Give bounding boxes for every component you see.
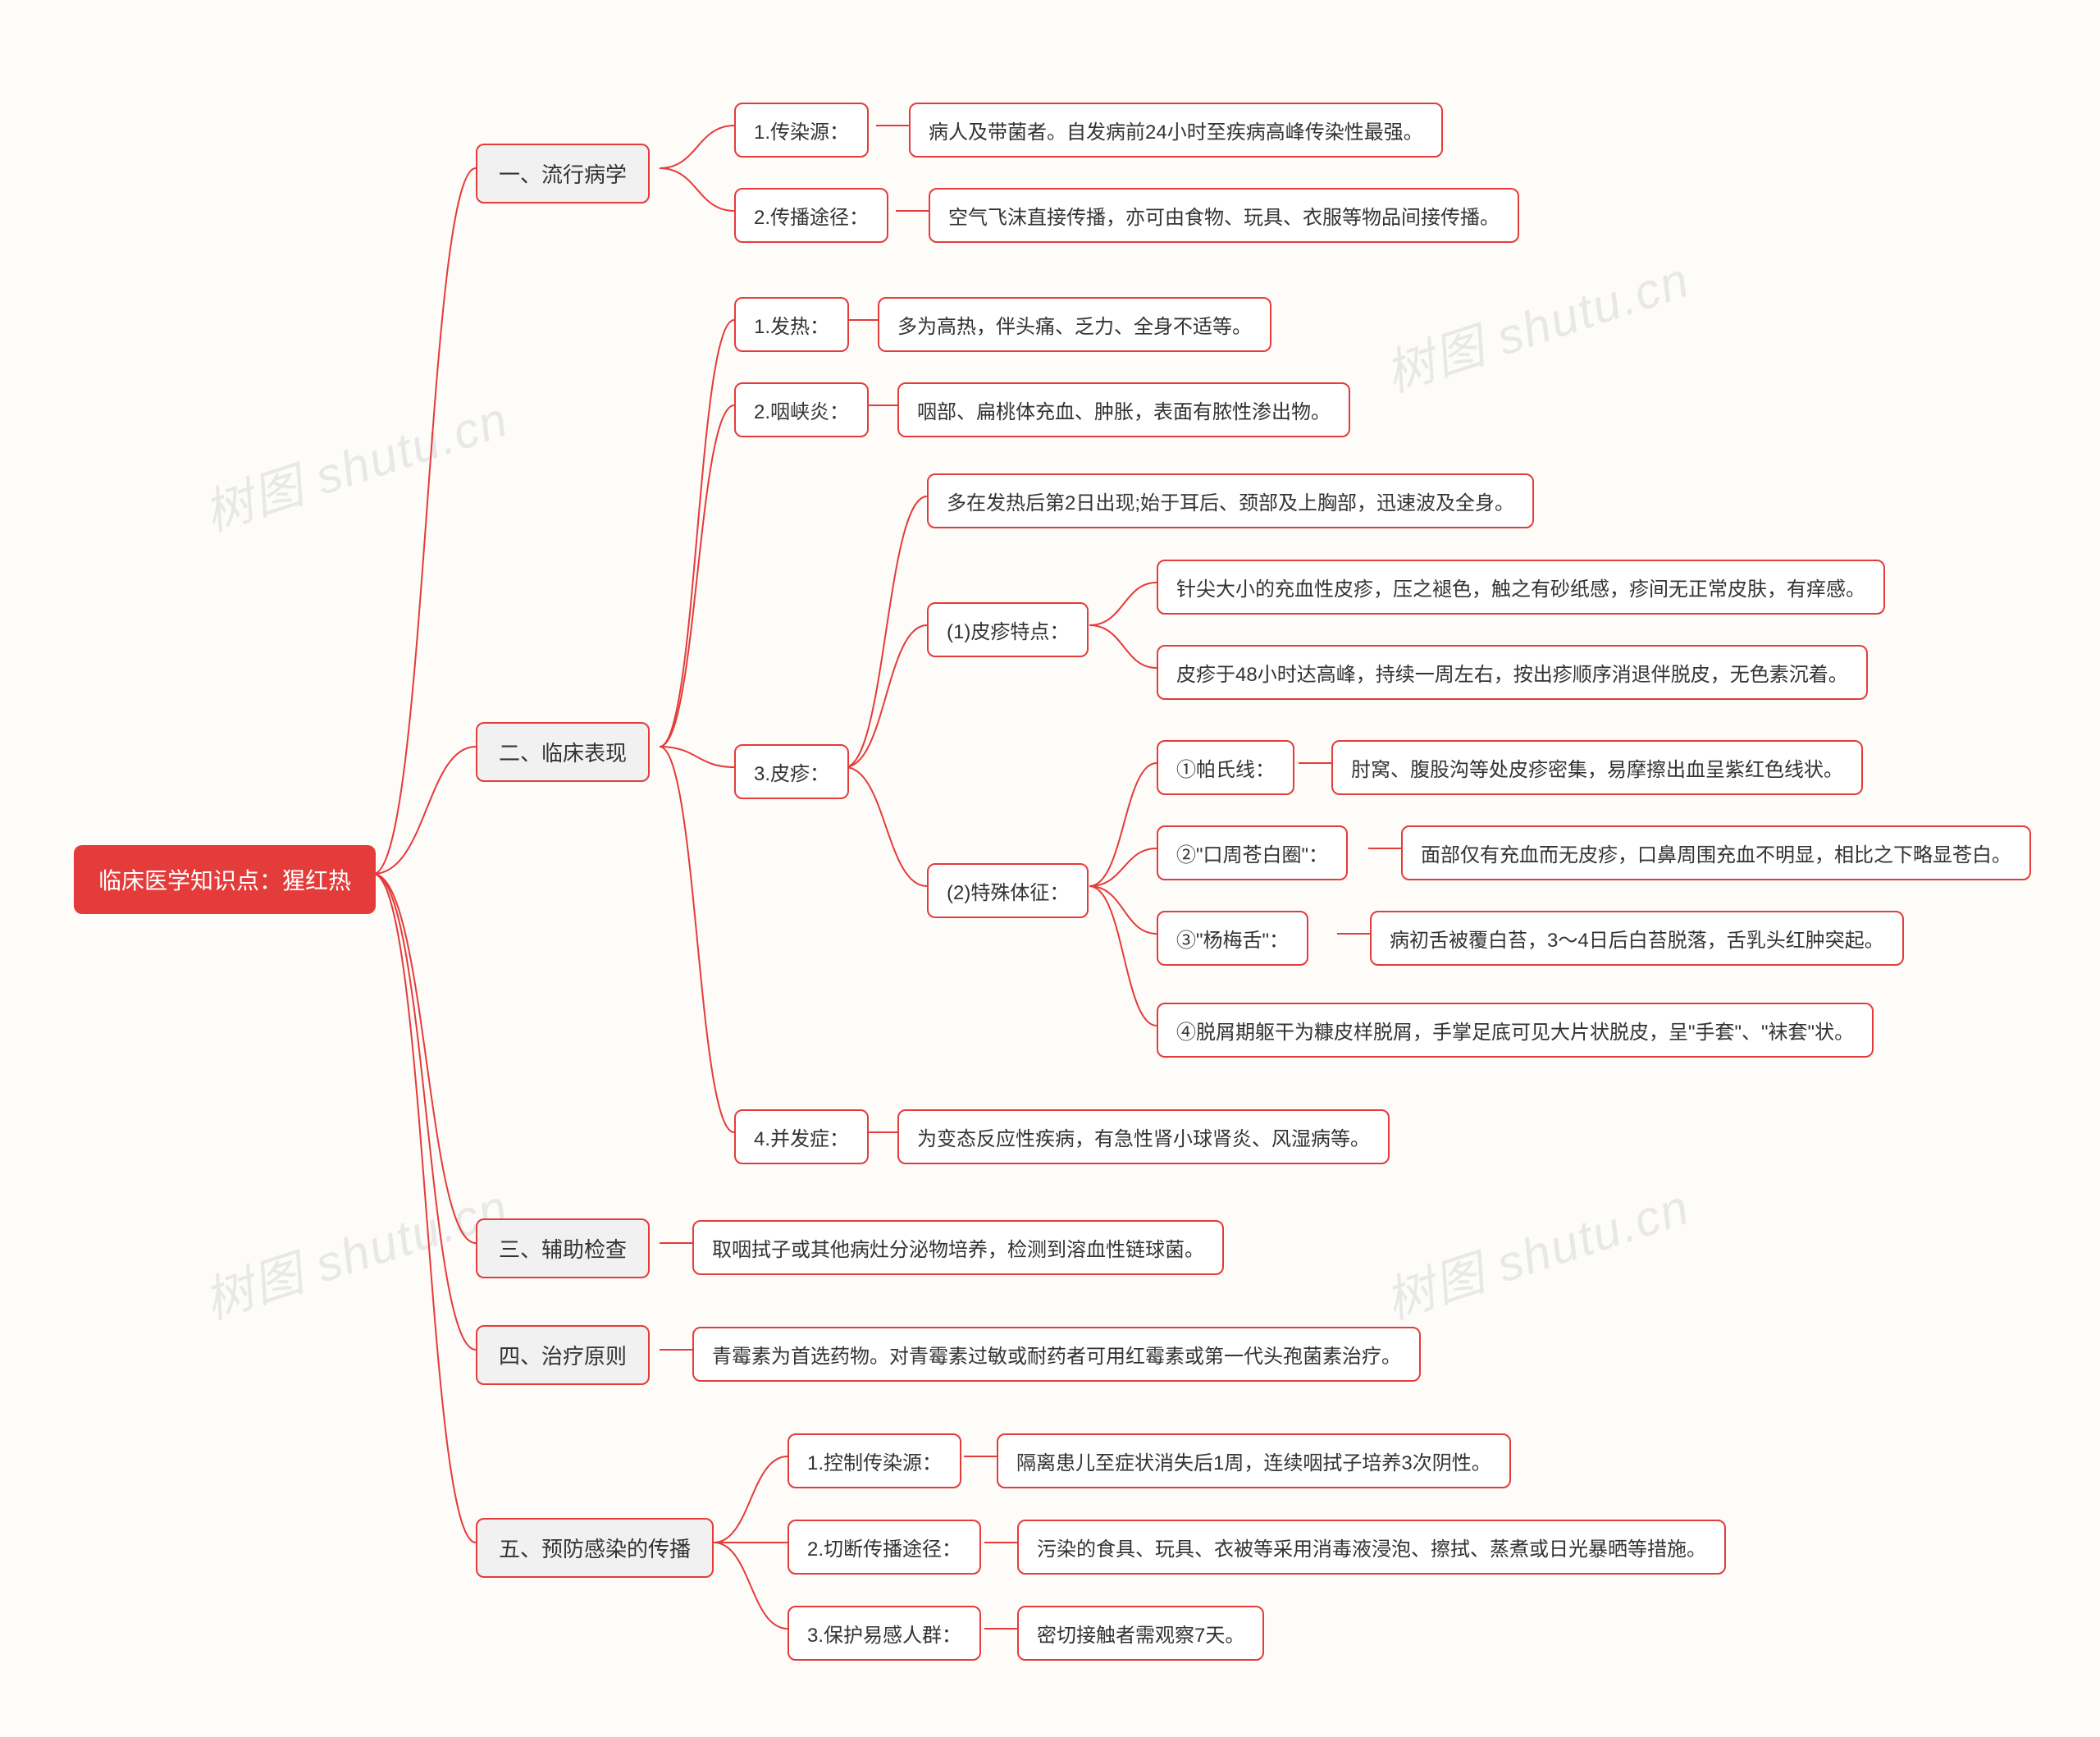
s2-c3-b-t1: 针尖大小的充血性皮疹，压之褪色，触之有砂纸感，疹间无正常皮肤，有痒感。 [1157, 560, 1885, 615]
s2-c4-label: 4.并发症： [734, 1109, 869, 1164]
s1-c1-text: 病人及带菌者。自发病前24小时至疾病高峰传染性最强。 [909, 103, 1443, 158]
s2-c3-c-t3-label: ③"杨梅舌"： [1157, 911, 1308, 966]
s2-c2-label: 2.咽峡炎： [734, 382, 869, 437]
section-1: 一、流行病学 [476, 144, 650, 203]
s1-c2-text: 空气飞沫直接传播，亦可由食物、玩具、衣服等物品间接传播。 [929, 188, 1519, 243]
s2-c3-c-label: (2)特殊体征： [927, 863, 1089, 918]
s5-c3-text: 密切接触者需观察7天。 [1017, 1606, 1264, 1661]
s2-c3-c-t4: ④脱屑期躯干为糠皮样脱屑，手掌足底可见大片状脱皮，呈"手套"、"袜套"状。 [1157, 1003, 1874, 1058]
s2-c1-label: 1.发热： [734, 297, 849, 352]
s1-c1-label: 1.传染源： [734, 103, 869, 158]
s2-c3-a: 多在发热后第2日出现;始于耳后、颈部及上胸部，迅速波及全身。 [927, 473, 1534, 528]
s2-c3-c-t2-text: 面部仅有充血而无皮疹，口鼻周围充血不明显，相比之下略显苍白。 [1401, 825, 2031, 880]
s2-c3-label: 3.皮疹： [734, 744, 849, 799]
s2-c2-text: 咽部、扁桃体充血、肿胀，表面有脓性渗出物。 [897, 382, 1350, 437]
s2-c3-c-t1-label: ①帕氏线： [1157, 740, 1294, 795]
section-5: 五、预防感染的传播 [476, 1518, 714, 1578]
s4-text: 青霉素为首选药物。对青霉素过敏或耐药者可用红霉素或第一代头孢菌素治疗。 [692, 1327, 1421, 1382]
s2-c3-c-t3-text: 病初舌被覆白苔，3～4日后白苔脱落，舌乳头红肿突起。 [1370, 911, 1904, 966]
watermark: 树图 shutu.cn [1375, 1168, 1698, 1333]
watermark: 树图 shutu.cn [194, 380, 517, 546]
s2-c3-b-label: (1)皮疹特点： [927, 602, 1089, 657]
s5-c2-text: 污染的食具、玩具、衣被等采用消毒液浸泡、擦拭、蒸煮或日光暴晒等措施。 [1017, 1520, 1726, 1575]
s5-c1-label: 1.控制传染源： [788, 1433, 961, 1488]
root-node: 临床医学知识点：猩红热 [74, 845, 376, 914]
s2-c3-b-t2: 皮疹于48小时达高峰，持续一周左右，按出疹顺序消退伴脱皮，无色素沉着。 [1157, 645, 1868, 700]
watermark: 树图 shutu.cn [1375, 240, 1698, 406]
section-2: 二、临床表现 [476, 722, 650, 782]
s2-c4-text: 为变态反应性疾病，有急性肾小球肾炎、风湿病等。 [897, 1109, 1390, 1164]
s5-c3-label: 3.保护易感人群： [788, 1606, 981, 1661]
watermark: 树图 shutu.cn [194, 1168, 517, 1333]
s2-c3-c-t1-text: 肘窝、腹股沟等处皮疹密集，易摩擦出血呈紫红色线状。 [1331, 740, 1863, 795]
s3-text: 取咽拭子或其他病灶分泌物培养，检测到溶血性链球菌。 [692, 1220, 1224, 1275]
section-3: 三、辅助检查 [476, 1218, 650, 1278]
s2-c1-text: 多为高热，伴头痛、乏力、全身不适等。 [878, 297, 1271, 352]
s5-c1-text: 隔离患儿至症状消失后1周，连续咽拭子培养3次阴性。 [997, 1433, 1511, 1488]
s1-c2-label: 2.传播途径： [734, 188, 888, 243]
section-4: 四、治疗原则 [476, 1325, 650, 1385]
s2-c3-c-t2-label: ②"口周苍白圈"： [1157, 825, 1348, 880]
s5-c2-label: 2.切断传播途径： [788, 1520, 981, 1575]
